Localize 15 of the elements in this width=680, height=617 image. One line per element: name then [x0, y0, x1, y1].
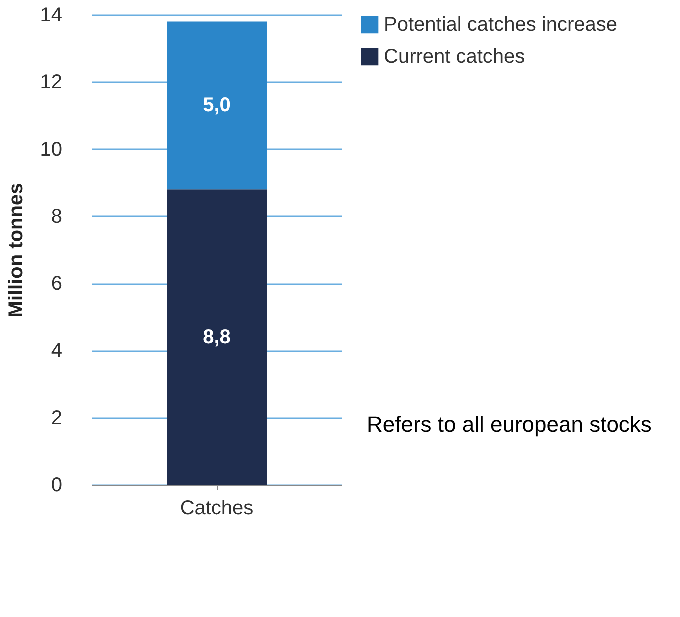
y-tick-label: 4 [51, 340, 62, 362]
y-tick-label: 2 [51, 407, 62, 430]
y-tick-label: 6 [51, 273, 62, 296]
y-tick-label: 8 [51, 206, 62, 228]
data-label: 8,8 [203, 326, 231, 348]
legend-label: Potential catches increase [384, 14, 618, 36]
legend-label: Current catches [384, 46, 526, 68]
data-label: 5,0 [203, 94, 231, 117]
x-tick-label: Catches [180, 498, 254, 520]
y-tick-label: 12 [40, 72, 62, 94]
y-tick-label: 0 [51, 474, 62, 496]
y-tick-label: 14 [40, 4, 62, 26]
text: Refers to all european stocks [367, 412, 652, 437]
y-tick-label: 10 [40, 138, 62, 161]
y-axis-title: Million tonnes [5, 183, 28, 318]
